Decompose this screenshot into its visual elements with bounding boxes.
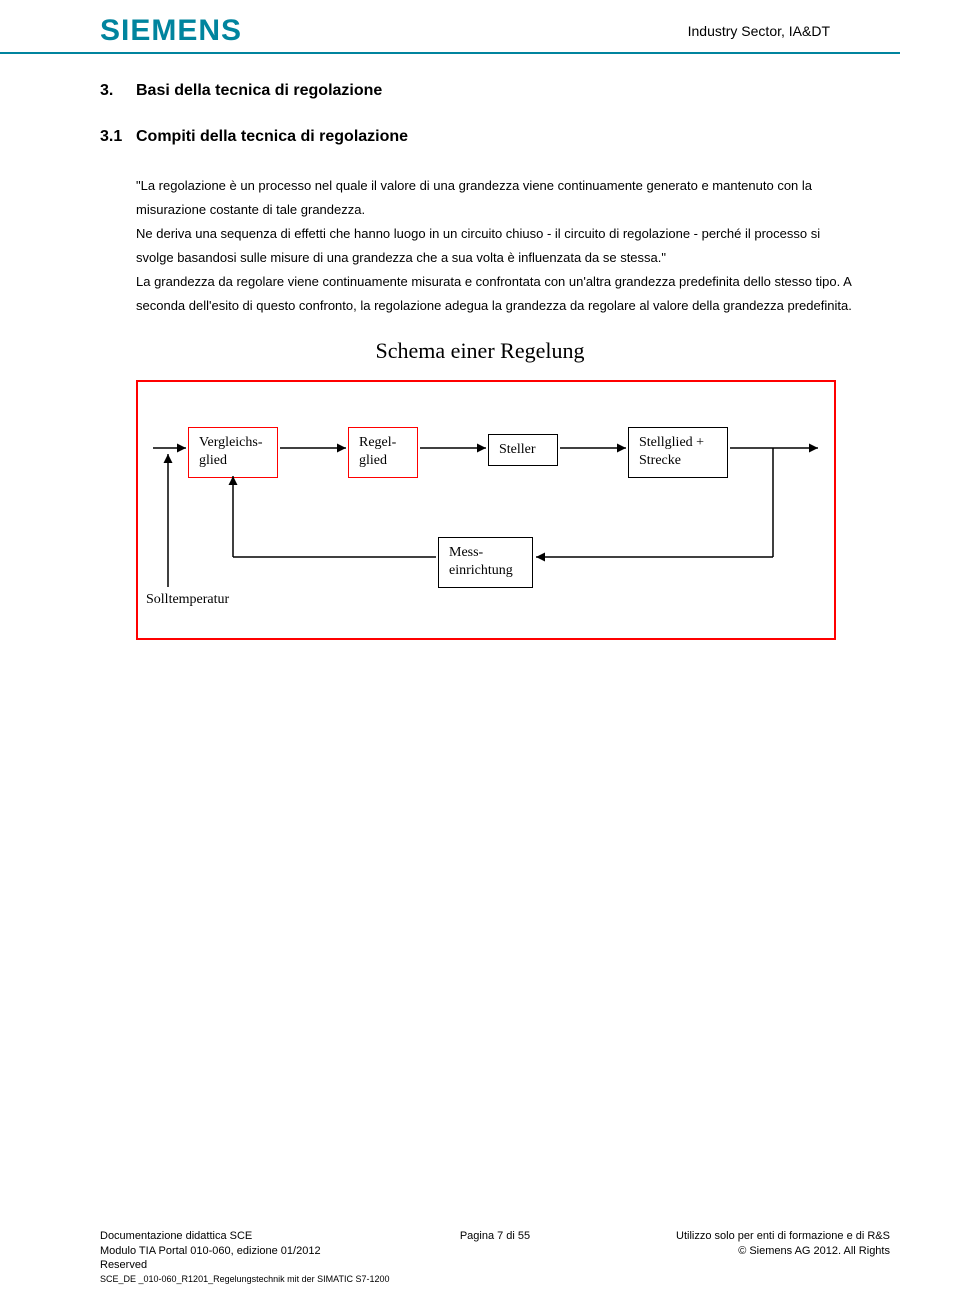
page-header: SIEMENS Industry Sector, IA&DT — [0, 0, 900, 54]
block-stellglied-strecke: Stellglied +Strecke — [628, 427, 728, 477]
siemens-logo: SIEMENS — [100, 14, 242, 48]
section-3-header: 3. Basi della tecnica di regolazione — [100, 82, 860, 100]
block-steller: Steller — [488, 434, 558, 466]
label-solltemperatur: Solltemperatur — [146, 592, 229, 608]
footer-filename: SCE_DE _010-060_R1201_Regelungstechnik m… — [100, 1274, 890, 1286]
section-number: 3. — [100, 82, 136, 100]
block-label: Vergleichs-glied — [199, 435, 263, 468]
block-label: Mess-einrichtung — [449, 545, 513, 578]
diagram-arrows — [138, 382, 838, 642]
block-messeinrichtung: Mess-einrichtung — [438, 537, 533, 587]
section-number: 3.1 — [100, 128, 136, 146]
body-paragraph: "La regolazione è un processo nel quale … — [136, 174, 860, 318]
diagram-title: Schema einer Regelung — [100, 338, 860, 364]
body-p1: "La regolazione è un processo nel quale … — [136, 178, 812, 217]
header-sector-text: Industry Sector, IA&DT — [688, 23, 830, 39]
footer-left-3: Reserved — [100, 1258, 363, 1272]
block-label: Steller — [499, 442, 536, 457]
page-footer: Documentazione didattica SCE Pagina 7 di… — [100, 1229, 890, 1286]
footer-left-2: Modulo TIA Portal 010-060, edizione 01/2… — [100, 1244, 363, 1258]
page-content: 3. Basi della tecnica di regolazione 3.1… — [0, 54, 960, 640]
section-title: Compiti della tecnica di regolazione — [136, 128, 408, 146]
section-title: Basi della tecnica di regolazione — [136, 82, 382, 100]
block-label: Stellglied +Strecke — [639, 435, 704, 468]
body-p3: La grandezza da regolare viene continuam… — [136, 274, 852, 313]
block-vergleichsglied: Vergleichs-glied — [188, 427, 278, 477]
footer-page-number: Pagina 7 di 55 — [363, 1229, 626, 1243]
block-label: Regel-glied — [359, 435, 396, 468]
section-3-1-header: 3.1 Compiti della tecnica di regolazione — [100, 128, 860, 146]
control-loop-diagram: Schema einer Regelung Vergleichs-glied R… — [136, 338, 860, 640]
footer-right-1: Utilizzo solo per enti di formazione e d… — [627, 1229, 890, 1243]
block-regelglied: Regel-glied — [348, 427, 418, 477]
footer-right-2: © Siemens AG 2012. All Rights — [627, 1244, 890, 1258]
footer-left-1: Documentazione didattica SCE — [100, 1229, 363, 1243]
body-p2: Ne deriva una sequenza di effetti che ha… — [136, 226, 820, 265]
diagram-container: Vergleichs-glied Regel-glied Steller Ste… — [136, 380, 836, 640]
